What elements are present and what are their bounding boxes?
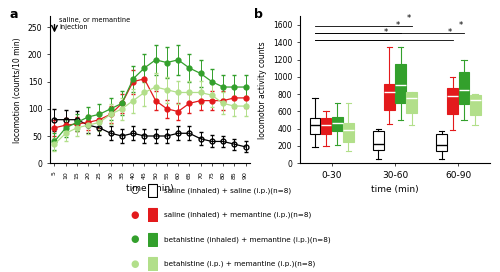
Text: ●: ● (131, 234, 139, 244)
X-axis label: time (min): time (min) (126, 184, 174, 193)
X-axis label: time (min): time (min) (371, 186, 419, 194)
PathPatch shape (320, 118, 332, 134)
Text: a: a (10, 8, 18, 20)
Text: saline (inhaled) + memantine (i.p.)(n=8): saline (inhaled) + memantine (i.p.)(n=8) (164, 212, 311, 218)
Text: ○: ○ (131, 186, 139, 195)
PathPatch shape (458, 72, 469, 104)
Text: b: b (254, 8, 264, 20)
PathPatch shape (332, 118, 342, 131)
PathPatch shape (373, 131, 384, 150)
PathPatch shape (310, 118, 320, 134)
Text: ●: ● (131, 259, 139, 269)
Text: *: * (396, 21, 400, 30)
PathPatch shape (384, 84, 395, 110)
PathPatch shape (343, 123, 354, 143)
Text: betahistine (inhaled) + memantine (i.p.)(n=8): betahistine (inhaled) + memantine (i.p.)… (164, 236, 330, 243)
PathPatch shape (406, 92, 417, 113)
Text: saline, or memantine
injection: saline, or memantine injection (59, 17, 130, 30)
Text: *: * (406, 14, 410, 23)
PathPatch shape (436, 134, 447, 151)
Text: betahistine (i.p.) + memantine (i.p.)(n=8): betahistine (i.p.) + memantine (i.p.)(n=… (164, 261, 316, 267)
Text: ●: ● (131, 210, 139, 220)
Text: *: * (448, 28, 452, 37)
Y-axis label: locomotor activity counts: locomotor activity counts (258, 41, 268, 138)
Text: *: * (458, 21, 463, 30)
Text: saline (inhaled) + saline (i.p.)(n=8): saline (inhaled) + saline (i.p.)(n=8) (164, 187, 291, 194)
Text: ●: ● (131, 186, 139, 195)
Y-axis label: locomotion (counts/10 min): locomotion (counts/10 min) (14, 37, 22, 143)
Text: *: * (384, 28, 388, 37)
PathPatch shape (395, 64, 406, 103)
PathPatch shape (448, 88, 458, 114)
PathPatch shape (470, 94, 480, 115)
